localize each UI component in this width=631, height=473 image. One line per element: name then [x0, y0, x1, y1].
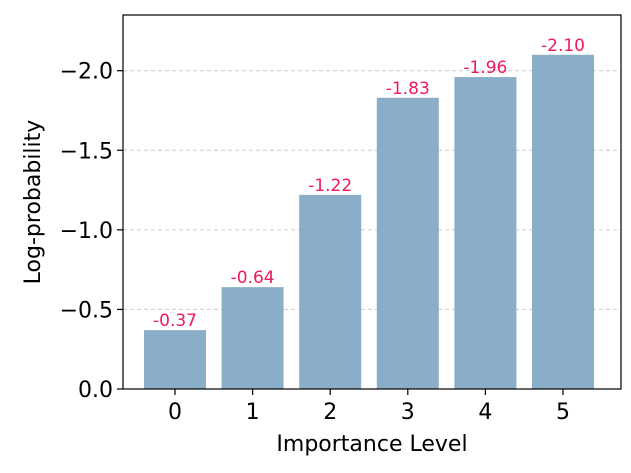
- x-tick-label: 3: [401, 400, 415, 425]
- bar: [144, 330, 206, 389]
- data-labels-layer: -0.37 -0.64 -1.22 -1.83 -1.96 -2.10: [153, 36, 585, 331]
- bar: [221, 287, 284, 389]
- y-axis-ticks: 0.0 −0.5 −1.0 −1.5 −2.0: [60, 60, 123, 403]
- bar-value-label: -1.83: [386, 79, 430, 99]
- bar-value-label: -0.64: [231, 268, 275, 288]
- y-tick-label: −1.5: [60, 139, 113, 164]
- x-tick-label: 5: [556, 400, 570, 425]
- x-axis-ticks: 0 1 2 3 4 5: [168, 389, 570, 425]
- bar: [299, 194, 362, 389]
- bar: [454, 77, 517, 389]
- y-tick-label: −2.0: [60, 60, 113, 85]
- bar-value-label: -1.96: [463, 58, 507, 78]
- plot-frame: [122, 14, 622, 390]
- x-tick-label: 0: [168, 400, 182, 425]
- bar-value-label: -0.37: [153, 311, 197, 331]
- bar-value-label: -1.22: [308, 176, 352, 196]
- x-tick-label: 2: [323, 400, 337, 425]
- y-tick-label: −1.0: [60, 219, 113, 244]
- y-axis-title: Log-probability: [21, 120, 46, 285]
- x-tick-label: 1: [246, 400, 260, 425]
- y-tick-label: 0.0: [78, 378, 113, 403]
- x-axis-title: Importance Level: [276, 432, 467, 457]
- bars-layer: [144, 54, 594, 390]
- bar: [532, 54, 594, 390]
- bar-value-label: -2.10: [541, 36, 585, 56]
- y-tick-label: −0.5: [60, 298, 113, 323]
- x-tick-label: 4: [478, 400, 492, 425]
- bar: [376, 97, 439, 389]
